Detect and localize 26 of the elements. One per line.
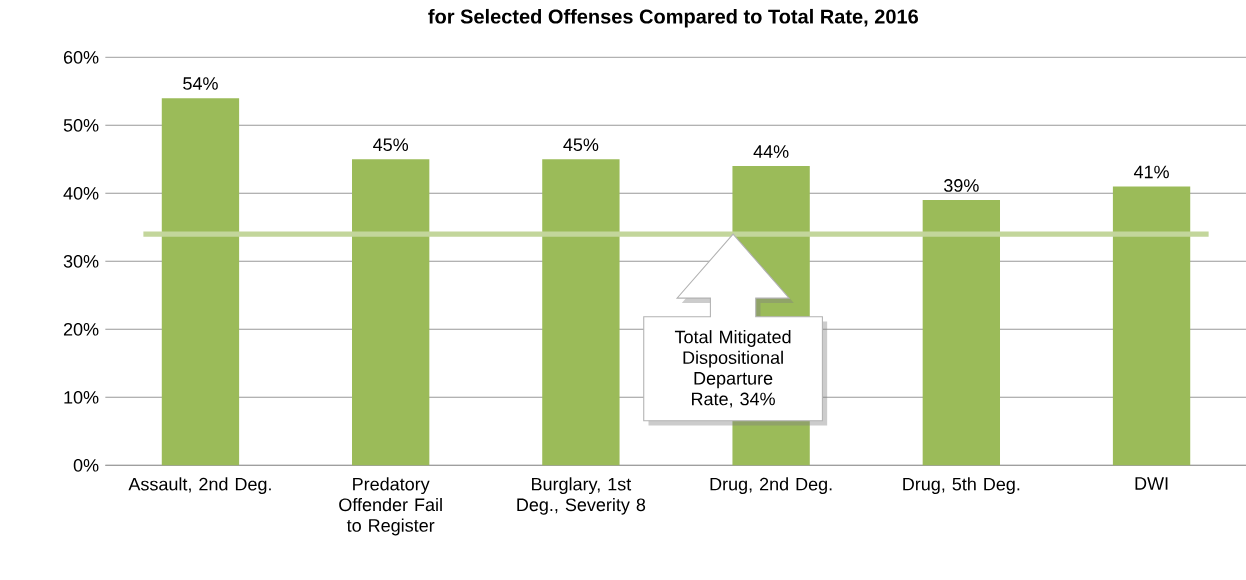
bar [542,159,620,466]
bar [352,159,430,466]
y-tick-label: 20% [63,322,99,336]
x-tick-label: Drug, 5th Deg. [903,477,1020,495]
data-label: 41% [1133,165,1169,179]
x-tick-label: Assault, 2nd Deg. [128,477,271,495]
bar [1112,186,1191,466]
x-tick-label: Burglary, 1st Deg., Severity 8 [517,477,646,515]
y-tick-label: 50% [63,118,99,132]
x-tick-label: Drug, 2nd Deg. [710,477,832,495]
chart-title: for Selected Offenses Compared to Total Rate, 2016 [428,8,919,28]
y-tick-label: 60% [63,50,99,64]
data-label: 44% [753,145,789,158]
y-tick-label: 10% [64,390,99,404]
x-tick-label: DWI [1135,477,1168,490]
data-label: 54% [183,77,218,90]
bar [922,200,1001,466]
data-label: 45% [373,138,409,152]
x-tick-label: Predatory Offender Fail to Register [339,477,442,536]
data-label: 39% [944,179,979,192]
y-tick-label: 30% [63,254,99,268]
data-label: 45% [563,138,599,152]
y-tick-label: 40% [63,186,99,200]
y-tick-label: 0% [73,458,99,472]
annotation: Total Mitigated Dispositional Departure Rate, 34% [674,330,791,408]
bar [161,98,240,466]
